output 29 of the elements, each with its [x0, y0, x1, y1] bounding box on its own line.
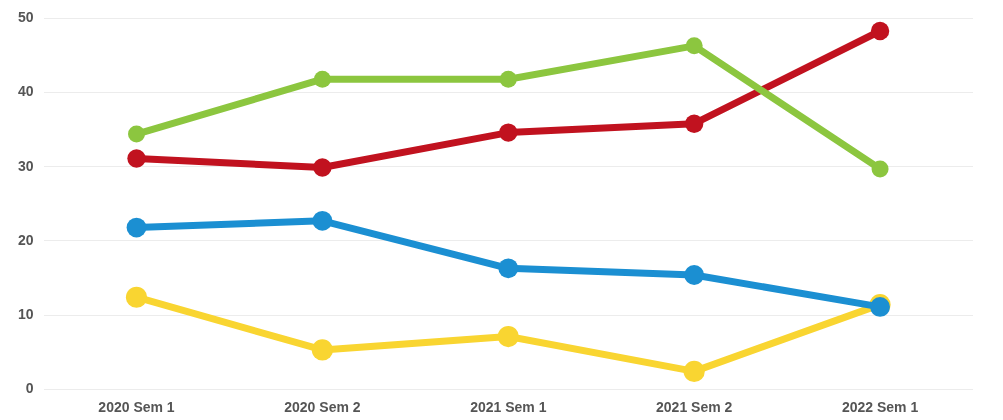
point	[497, 325, 519, 348]
x-tick-label: 2021 Sem 1	[470, 399, 547, 416]
point	[313, 70, 331, 88]
x-tick-label: 2020 Sem 1	[98, 399, 175, 416]
point	[311, 339, 333, 361]
x-tick-label: 2021 Sem 2	[656, 399, 733, 416]
point	[126, 217, 147, 238]
point	[498, 258, 519, 279]
y-tick-label: 10	[17, 305, 34, 322]
point	[685, 37, 703, 55]
point	[870, 21, 890, 41]
point	[499, 123, 518, 142]
point	[128, 125, 146, 143]
x-tick-label: 2020 Sem 2	[284, 399, 361, 416]
y-tick-label: 20	[17, 231, 34, 248]
y-tick-label: 40	[17, 83, 34, 100]
point	[684, 265, 705, 285]
point	[313, 158, 332, 177]
y-tick-label: 50	[17, 9, 34, 26]
point	[125, 286, 148, 308]
point	[871, 160, 889, 178]
point	[683, 360, 705, 382]
point	[312, 210, 333, 231]
x-tick-label: 2022 Sem 1	[841, 399, 919, 416]
point	[499, 70, 517, 88]
point	[127, 149, 146, 168]
point	[684, 114, 704, 133]
y-tick-label: 0	[25, 380, 34, 397]
y-tick-label: 30	[17, 157, 34, 174]
